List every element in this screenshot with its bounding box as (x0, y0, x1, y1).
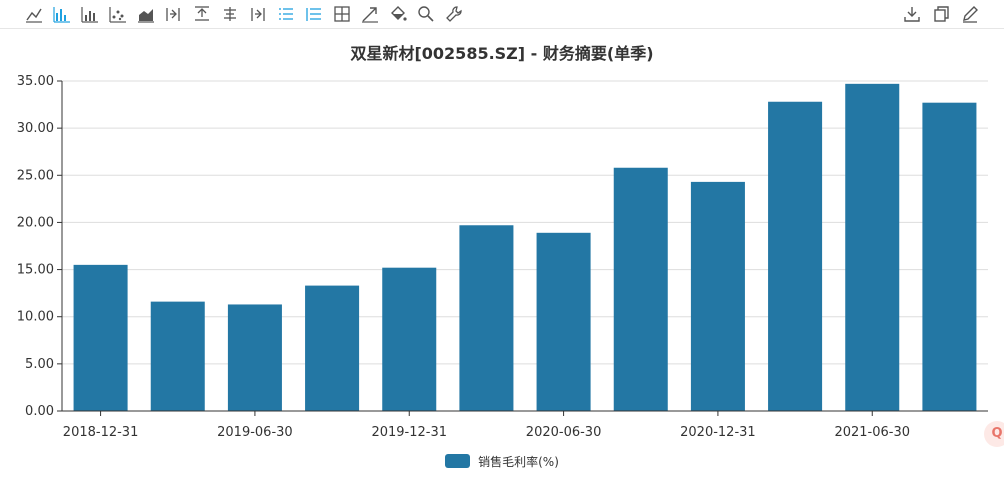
x-tick-label: 2019-12-31 (371, 425, 447, 440)
area-chart-icon[interactable] (136, 4, 156, 24)
x-tick-label: 2021-06-30 (834, 425, 910, 440)
y-tick-label: 20.00 (17, 215, 54, 230)
legend-swatch (445, 454, 471, 468)
bar-chart-icon[interactable] (52, 4, 72, 24)
bar (150, 301, 205, 411)
y-tick-label: 30.00 (17, 121, 54, 136)
download-icon[interactable] (902, 4, 922, 24)
x-tick-label: 2019-06-30 (217, 425, 293, 440)
bar-chart-alt-icon[interactable] (80, 4, 100, 24)
y-tick-label: 5.00 (25, 357, 54, 372)
y-tick-label: 10.00 (17, 310, 54, 325)
y-tick-label: 35.00 (17, 74, 54, 89)
y-tick-label: 0.00 (25, 404, 54, 419)
chart-title: 双星新材[002585.SZ] - 财务摘要(单季) (350, 44, 654, 63)
floating-badge-icon[interactable]: Q (984, 421, 1004, 447)
bar (536, 232, 591, 411)
list-icon[interactable] (276, 4, 296, 24)
align-end-icon[interactable] (248, 4, 268, 24)
bar (768, 101, 823, 411)
align-top-icon[interactable] (192, 4, 212, 24)
bar (613, 167, 668, 411)
list-indent-icon[interactable] (304, 4, 324, 24)
y-tick-label: 15.00 (17, 263, 54, 278)
scatter-chart-icon[interactable] (108, 4, 128, 24)
x-tick-label: 2020-12-31 (680, 425, 756, 440)
edit-icon[interactable] (960, 4, 980, 24)
bar (305, 285, 360, 411)
fill-icon[interactable] (388, 4, 408, 24)
bar (382, 267, 437, 411)
align-center-icon[interactable] (220, 4, 240, 24)
zoom-icon[interactable] (416, 4, 436, 24)
copy-icon[interactable] (931, 4, 951, 24)
y-tick-label: 25.00 (17, 168, 54, 183)
chart-toolbar (0, 0, 1004, 29)
settings-wrench-icon[interactable] (444, 4, 464, 24)
bar (690, 181, 745, 411)
legend-label: 销售毛利率(%) (478, 454, 559, 469)
trend-icon[interactable] (360, 4, 380, 24)
x-tick-label: 2018-12-31 (63, 425, 139, 440)
bar (922, 102, 977, 411)
bar (845, 83, 900, 411)
line-chart-icon[interactable] (24, 4, 44, 24)
bar (227, 304, 282, 411)
bar (459, 225, 514, 411)
x-tick-label: 2020-06-30 (526, 425, 602, 440)
align-right-icon[interactable] (164, 4, 184, 24)
crosshair-icon[interactable] (332, 4, 352, 24)
legend[interactable]: 销售毛利率(%) (0, 452, 1004, 470)
bar (73, 264, 128, 411)
